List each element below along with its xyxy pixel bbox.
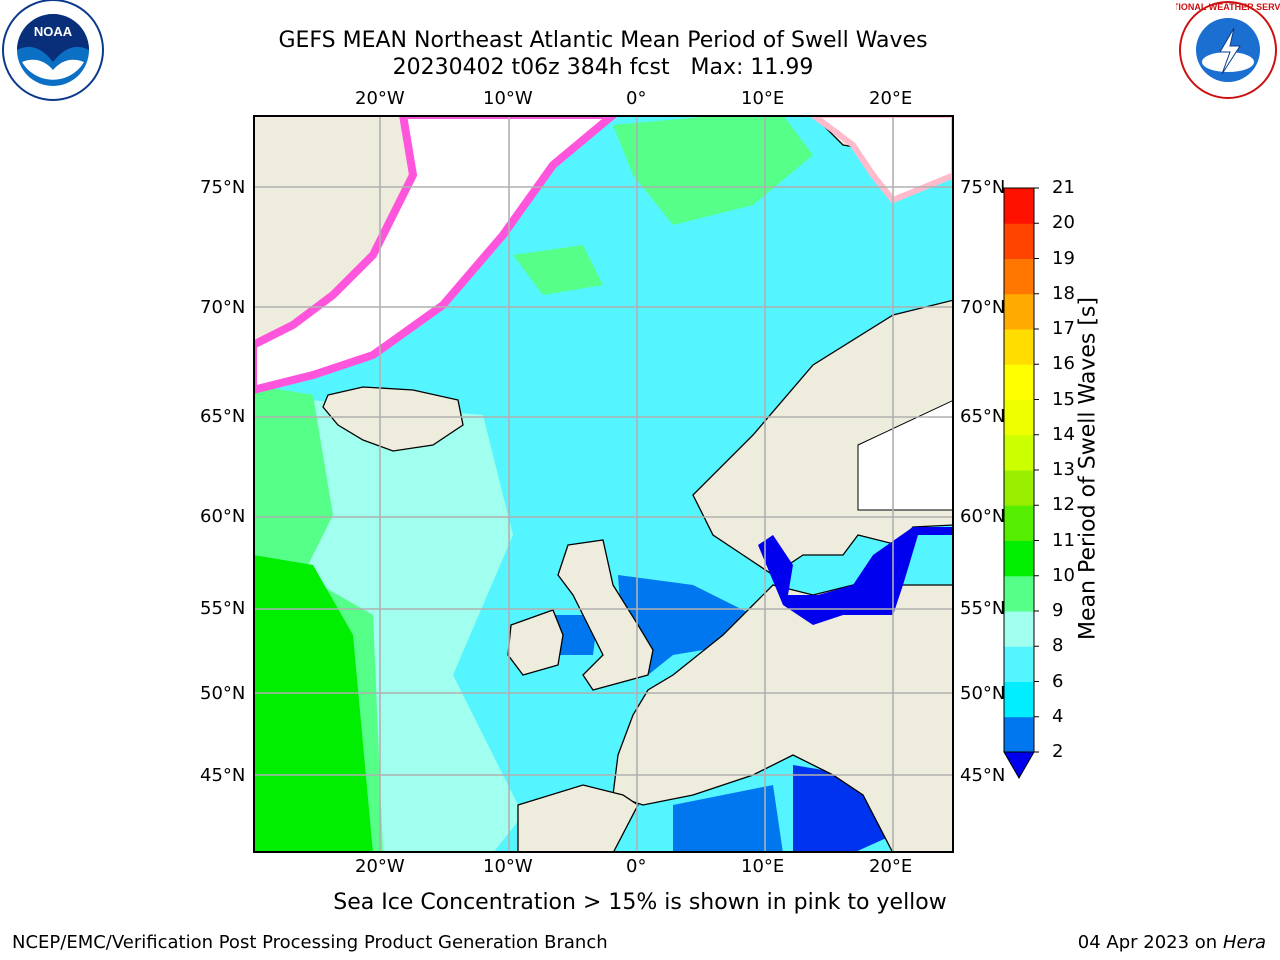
lat-label-right: 70°N [960,297,1006,318]
colorbar-tick-label: 9 [1052,600,1064,621]
colorbar-segment [1004,470,1034,506]
footer-date-text: 04 Apr 2023 on [1077,932,1223,953]
colorbar-segment [1004,681,1034,718]
colorbar-tick-label: 15 [1052,388,1075,410]
colorbar-segment [1004,716,1034,753]
colorbar-tick-label: 2 [1052,741,1064,762]
sea-ice-bothnia [857,399,954,511]
lon-label-top: 20°W [355,88,405,109]
ocean-baltic [758,527,954,625]
footer-machine: Hera [1222,932,1266,953]
lon-label-top: 10°W [483,88,533,109]
title-line-1: GEFS MEAN Northeast Atlantic Mean Period… [278,28,928,53]
colorbar [1003,187,1039,780]
ocean-north-green [613,115,813,225]
land-iceland [322,386,464,452]
nws-logo-text: NATIONAL WEATHER SERVICE [1176,2,1280,12]
sea-ice-caption: Sea Ice Concentration > 15% is shown in … [333,890,947,915]
ocean-patch-green [513,245,603,295]
colorbar-segment [1004,399,1034,436]
colorbar-segment [1004,364,1034,400]
lat-label-right: 65°N [960,406,1006,427]
lat-label-left: 65°N [200,406,246,427]
colorbar-tick-label: 11 [1052,529,1075,551]
land-continental-europe [612,584,954,853]
colorbar-segment [1004,258,1034,295]
lat-label-right: 60°N [960,506,1006,527]
colorbar-extend-arrow [1003,751,1035,780]
lat-label-left: 45°N [200,765,246,786]
lon-label-top: 20°E [869,88,913,109]
lon-label-bottom: 10°E [741,856,785,877]
lon-label-bottom: 20°W [355,856,405,877]
lat-label-right: 55°N [960,598,1006,619]
noaa-logo-text: NOAA [34,24,73,39]
ocean-med-west [673,785,783,853]
sea-ice-greenland [253,115,620,395]
lon-label-bottom: 0° [626,856,647,877]
lat-label-left: 50°N [200,683,246,704]
colorbar-tick-label: 4 [1052,705,1064,727]
colorbar-tick-label: 18 [1052,282,1075,304]
colorbar-tick-label: 13 [1052,459,1075,480]
title-line-2: 20230402 t06z 384h fcst Max: 11.99 [392,55,814,80]
nws-logo: NATIONAL WEATHER SERVICE [1176,1,1280,99]
lat-label-left: 75°N [200,177,246,198]
land-iberia [517,784,639,853]
colorbar-tick-label: 20 [1052,212,1075,234]
colorbar-tick-label: 6 [1052,670,1064,692]
ocean-adriatic [793,765,893,853]
colorbar-segment [1004,329,1034,365]
colorbar-tick-label: 8 [1052,635,1064,657]
map-frame [253,115,954,853]
colorbar-segment [1004,540,1034,577]
lat-label-left: 70°N [200,297,246,318]
lat-label-left: 60°N [200,506,246,527]
colorbar-segment [1004,646,1034,682]
lon-label-bottom: 10°W [483,856,533,877]
lat-label-right: 45°N [960,765,1006,786]
lat-label-left: 55°N [200,598,246,619]
colorbar-label: Mean Period of Swell Waves [s] [1075,297,1101,640]
land-great-britain [557,539,654,691]
noaa-logo: NOAA [2,0,104,101]
colorbar-segment [1004,223,1034,259]
colorbar-segment [1004,505,1034,541]
colorbar-tick-label: 21 [1052,177,1075,198]
map-panel [253,115,954,853]
graticule [253,115,954,853]
colorbar-segment [1004,188,1034,224]
ocean-swell-11s [253,555,373,853]
colorbar-segment [1004,575,1034,612]
land-ireland [507,609,564,676]
lon-label-bottom: 20°E [869,856,913,877]
lat-label-right: 50°N [960,683,1006,704]
colorbar-segment [1004,293,1034,330]
colorbar-tick-label: 16 [1052,353,1075,375]
colorbar-segment [1004,434,1034,471]
colorbar-tick-label: 12 [1052,494,1075,516]
ocean-irish-sea [553,615,598,655]
footer-date: 04 Apr 2023 on Hera [1078,932,1266,953]
colorbar-tick-label: 14 [1052,423,1075,445]
colorbar-tick-label: 10 [1052,564,1075,586]
lon-label-top: 10°E [741,88,785,109]
colorbar-tick-label: 17 [1052,318,1075,339]
lat-label-right: 75°N [960,177,1006,198]
colorbar-segment [1004,611,1034,647]
colorbar-tick-label: 19 [1052,247,1075,269]
lon-label-top: 0° [626,88,647,109]
footer-credit: NCEP/EMC/Verification Post Processing Pr… [12,932,608,953]
